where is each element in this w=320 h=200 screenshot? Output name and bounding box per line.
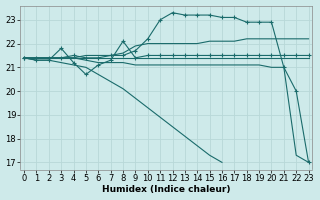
- X-axis label: Humidex (Indice chaleur): Humidex (Indice chaleur): [102, 185, 231, 194]
